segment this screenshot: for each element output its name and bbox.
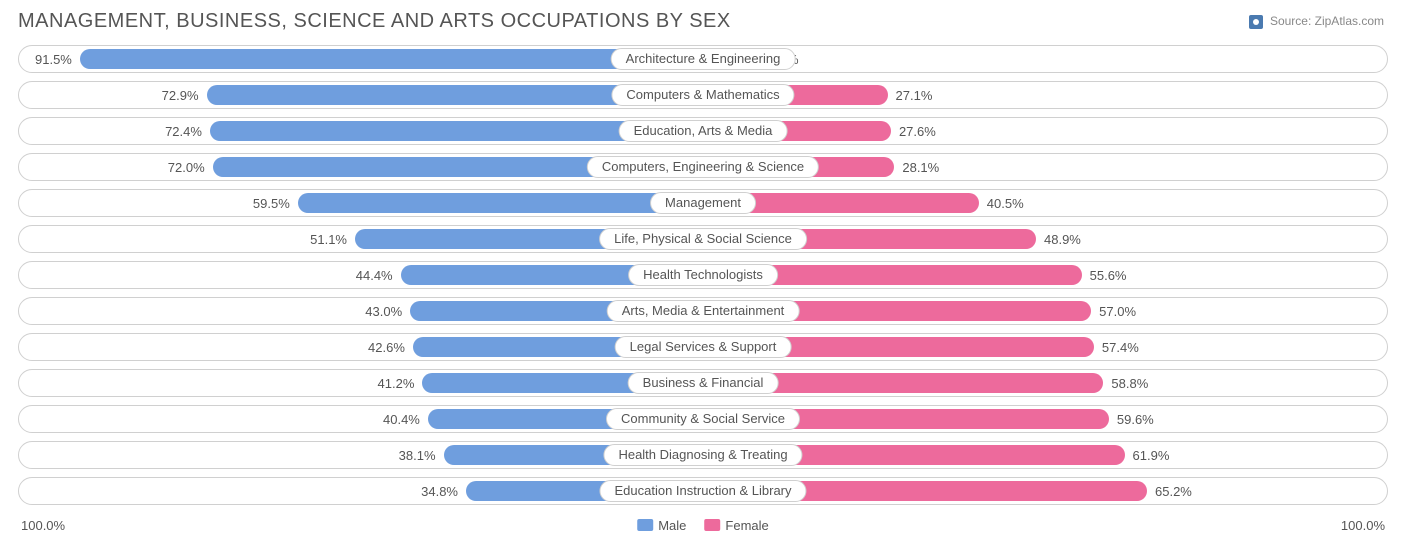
female-pct-label: 48.9%	[1036, 232, 1081, 247]
category-label: Education, Arts & Media	[619, 120, 788, 142]
axis-row: 100.0% Male Female 100.0%	[18, 513, 1388, 537]
male-pct-label: 34.8%	[421, 484, 466, 499]
male-pct-label: 40.4%	[383, 412, 428, 427]
legend: Male Female	[637, 518, 769, 533]
legend-swatch-female	[704, 519, 720, 531]
chart-row: 38.1% 61.9% Health Diagnosing & Treating	[18, 441, 1388, 469]
source-logo-icon	[1249, 15, 1263, 29]
chart-row: 59.5% 40.5% Management	[18, 189, 1388, 217]
male-bar	[298, 193, 703, 213]
bar-container: 40.4% 59.6% Community & Social Service	[22, 409, 1384, 429]
chart-row: 44.4% 55.6% Health Technologists	[18, 261, 1388, 289]
category-label: Legal Services & Support	[615, 336, 792, 358]
bar-container: 38.1% 61.9% Health Diagnosing & Treating	[22, 445, 1384, 465]
legend-label-male: Male	[658, 518, 686, 533]
axis-right-label: 100.0%	[1341, 518, 1385, 533]
bar-container: 72.4% 27.6% Education, Arts & Media	[22, 121, 1384, 141]
female-pct-label: 58.8%	[1103, 376, 1148, 391]
female-pct-label: 40.5%	[979, 196, 1024, 211]
chart-title: MANAGEMENT, BUSINESS, SCIENCE AND ARTS O…	[18, 10, 1388, 33]
female-pct-label: 65.2%	[1147, 484, 1192, 499]
male-pct-label: 41.2%	[378, 376, 423, 391]
source-name: ZipAtlas.com	[1315, 14, 1384, 28]
axis-left-label: 100.0%	[21, 518, 65, 533]
female-pct-label: 27.6%	[891, 124, 936, 139]
male-pct-label: 72.0%	[168, 160, 213, 175]
male-pct-label: 44.4%	[356, 268, 401, 283]
male-pct-label: 91.5%	[35, 52, 80, 67]
chart-row: 91.5%8.5%Architecture & Engineering	[18, 45, 1388, 73]
category-label: Business & Financial	[628, 372, 779, 394]
category-label: Community & Social Service	[606, 408, 800, 430]
chart-area: 91.5%8.5%Architecture & Engineering 72.9%…	[18, 45, 1388, 505]
male-pct-label: 42.6%	[368, 340, 413, 355]
female-pct-label: 27.1%	[888, 88, 933, 103]
male-pct-label: 72.4%	[165, 124, 210, 139]
male-pct-label: 59.5%	[253, 196, 298, 211]
category-label: Life, Physical & Social Science	[599, 228, 807, 250]
chart-row: 40.4% 59.6% Community & Social Service	[18, 405, 1388, 433]
bar-container: 34.8% 65.2% Education Instruction & Librar…	[22, 481, 1384, 501]
chart-row: 72.4% 27.6% Education, Arts & Media	[18, 117, 1388, 145]
category-label: Computers, Engineering & Science	[587, 156, 819, 178]
bar-container: 43.0% 57.0% Arts, Media & Entertainment	[22, 301, 1384, 321]
legend-swatch-male	[637, 519, 653, 531]
male-pct-label: 72.9%	[162, 88, 207, 103]
bar-container: 41.2% 58.8% Business & Financial	[22, 373, 1384, 393]
bar-container: 42.6% 57.4% Legal Services & Support	[22, 337, 1384, 357]
male-pct-label: 51.1%	[310, 232, 355, 247]
category-label: Health Diagnosing & Treating	[603, 444, 802, 466]
chart-row: 72.9% 27.1% Computers & Mathematics	[18, 81, 1388, 109]
category-label: Education Instruction & Library	[599, 480, 806, 502]
bar-container: 51.1% 48.9% Life, Physical & Social Scienc…	[22, 229, 1384, 249]
source-attribution: Source: ZipAtlas.com	[1249, 14, 1384, 29]
legend-item-male: Male	[637, 518, 686, 533]
chart-row: 51.1% 48.9% Life, Physical & Social Scienc…	[18, 225, 1388, 253]
bar-container: 72.0% 28.1% Computers, Engineering & Scien…	[22, 157, 1384, 177]
category-label: Arts, Media & Entertainment	[607, 300, 800, 322]
category-label: Health Technologists	[628, 264, 778, 286]
legend-label-female: Female	[725, 518, 768, 533]
female-pct-label: 59.6%	[1109, 412, 1154, 427]
source-prefix: Source:	[1270, 14, 1311, 28]
female-pct-label: 28.1%	[894, 160, 939, 175]
category-label: Management	[650, 192, 756, 214]
bar-container: 91.5%8.5%Architecture & Engineering	[22, 49, 1384, 69]
bar-container: 72.9% 27.1% Computers & Mathematics	[22, 85, 1384, 105]
chart-row: 42.6% 57.4% Legal Services & Support	[18, 333, 1388, 361]
female-pct-label: 55.6%	[1082, 268, 1127, 283]
bar-container: 44.4% 55.6% Health Technologists	[22, 265, 1384, 285]
female-pct-label: 57.0%	[1091, 304, 1136, 319]
bar-container: 59.5% 40.5% Management	[22, 193, 1384, 213]
chart-row: 34.8% 65.2% Education Instruction & Librar…	[18, 477, 1388, 505]
female-pct-label: 61.9%	[1125, 448, 1170, 463]
male-bar	[80, 49, 703, 69]
male-pct-label: 43.0%	[365, 304, 410, 319]
category-label: Architecture & Engineering	[611, 48, 796, 70]
female-pct-label: 57.4%	[1094, 340, 1139, 355]
chart-row: 41.2% 58.8% Business & Financial	[18, 369, 1388, 397]
legend-item-female: Female	[704, 518, 768, 533]
chart-row: 43.0% 57.0% Arts, Media & Entertainment	[18, 297, 1388, 325]
chart-row: 72.0% 28.1% Computers, Engineering & Scien…	[18, 153, 1388, 181]
male-pct-label: 38.1%	[399, 448, 444, 463]
category-label: Computers & Mathematics	[611, 84, 794, 106]
